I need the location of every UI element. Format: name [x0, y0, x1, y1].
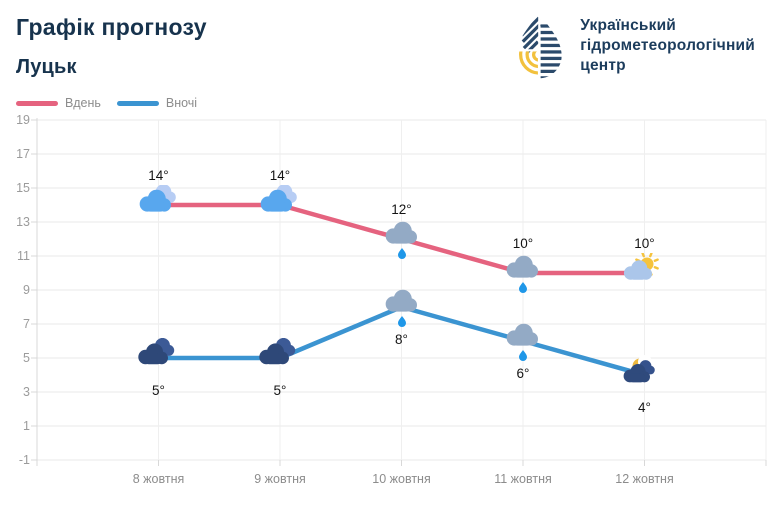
temp-label: 14° [269, 168, 291, 183]
x-axis-label: 10 жовтня [372, 472, 431, 486]
temp-label: 10° [634, 236, 655, 251]
rain-icon [506, 255, 538, 293]
y-axis-label: 1 [23, 419, 30, 433]
sun-cloud-icon [623, 253, 659, 280]
uhmc-logo-drop-icon [516, 10, 562, 79]
uhmc-logo-line1: Український [580, 17, 677, 34]
y-axis-label: -1 [18, 453, 30, 467]
y-axis-label: 7 [23, 317, 30, 331]
y-axis-label: 5 [23, 351, 30, 365]
y-axis-label: 9 [23, 283, 30, 297]
legend-swatch [16, 100, 58, 106]
x-axis-label: 11 жовтня [494, 472, 552, 486]
y-axis-label: 19 [16, 113, 30, 127]
temp-label: 4° [638, 400, 651, 415]
page-title: Графік прогнозу [16, 14, 207, 40]
y-axis-label: 11 [17, 249, 30, 263]
temp-label: 8° [395, 332, 408, 347]
chart-legend: Вдень Вночі [16, 96, 197, 110]
temp-label: 5° [273, 383, 287, 398]
temp-label: 12° [391, 202, 412, 217]
moon-cloud-icon [623, 355, 655, 383]
uhmc-logo-line3: центр [580, 57, 626, 74]
legend-item-day: Вдень [16, 96, 101, 110]
clouds-night-icon [259, 338, 296, 365]
temp-label: 14° [148, 168, 169, 183]
rain-icon [385, 221, 417, 259]
rain-icon [385, 289, 417, 327]
uhmc-logo: Український гідрометеорологічний центр [512, 8, 755, 84]
legend-label: Вночі [165, 96, 198, 110]
temp-label: 6° [516, 366, 530, 381]
legend-swatch [116, 100, 159, 106]
x-axis-label: 12 жовтня [615, 472, 674, 486]
rain-icon [506, 323, 538, 361]
uhmc-logo-line2: гідрометеорологічний [580, 37, 755, 54]
x-axis-label: 9 жовтня [254, 472, 306, 486]
legend-item-night: Вночі [116, 96, 198, 110]
y-axis-label: 13 [16, 215, 30, 229]
temp-label: 5° [152, 383, 165, 398]
clouds-day-icon [260, 185, 297, 212]
y-axis-label: 17 [16, 147, 30, 161]
legend-label: Вдень [65, 96, 101, 110]
temp-label: 10° [512, 236, 534, 251]
uhmc-logo-text: Український гідрометеорологічний центр [580, 16, 755, 76]
y-axis-label: 15 [16, 181, 30, 195]
clouds-day-icon [139, 185, 176, 212]
city-subtitle: Луцьк [16, 56, 77, 78]
x-axis-label: 8 жовтня [132, 472, 185, 486]
y-axis-label: 3 [23, 385, 30, 399]
clouds-night-icon [137, 338, 174, 365]
